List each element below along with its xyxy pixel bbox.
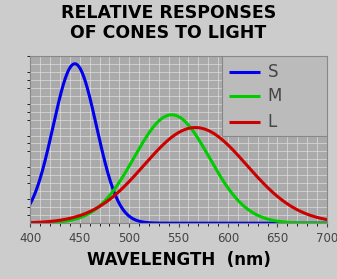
Text: S: S — [268, 63, 278, 81]
FancyBboxPatch shape — [222, 56, 327, 136]
Text: L: L — [268, 113, 277, 131]
X-axis label: WAVELENGTH  (nm): WAVELENGTH (nm) — [87, 251, 271, 269]
Text: RELATIVE RESPONSES
OF CONES TO LIGHT: RELATIVE RESPONSES OF CONES TO LIGHT — [61, 4, 276, 42]
Text: M: M — [268, 87, 282, 105]
